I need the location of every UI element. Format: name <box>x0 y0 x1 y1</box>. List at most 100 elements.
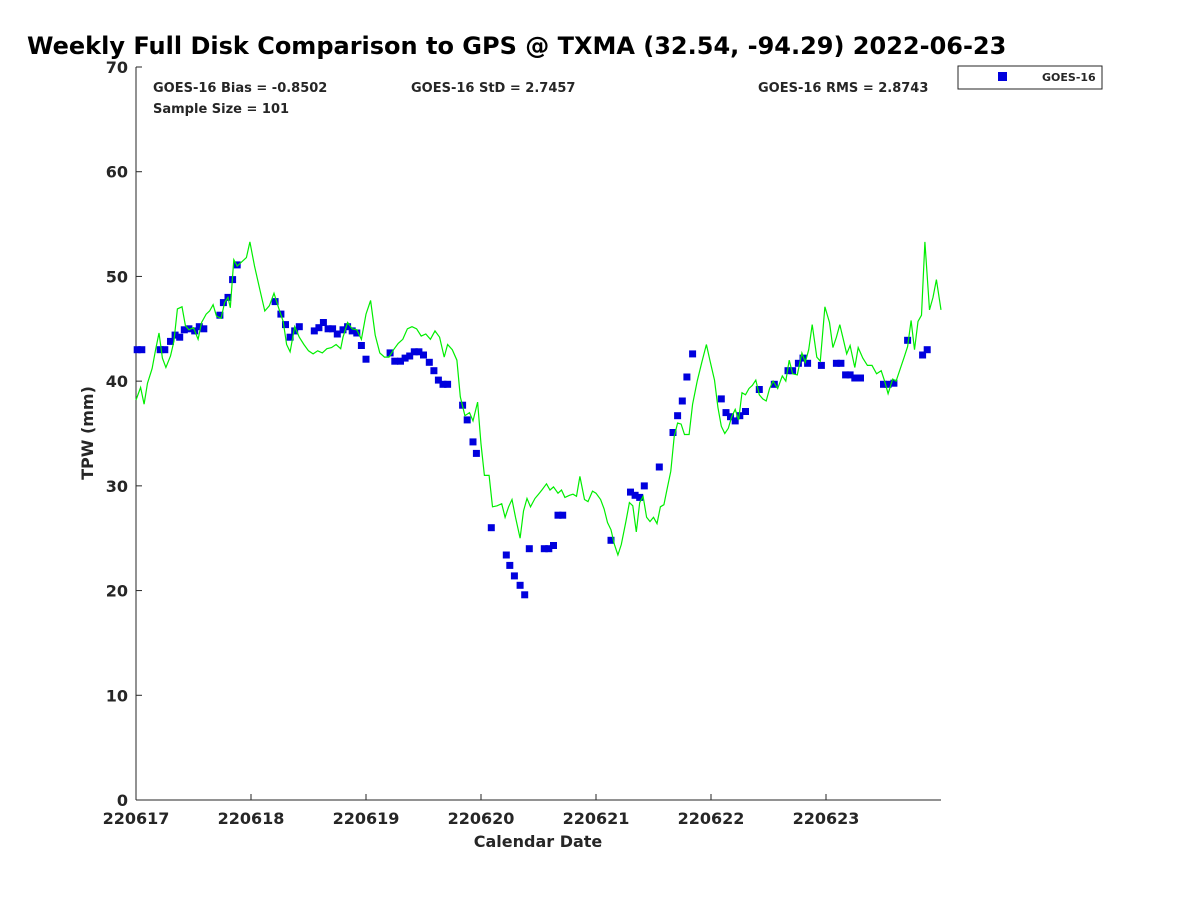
data-point <box>430 367 438 375</box>
y-tick-label: 10 <box>106 686 128 705</box>
data-point <box>550 542 557 549</box>
data-point <box>386 349 394 357</box>
data-point <box>463 416 471 424</box>
data-point <box>631 491 639 499</box>
data-point <box>627 488 634 496</box>
data-point <box>846 371 854 379</box>
legend-label-goes-16: GOES-16 <box>1042 71 1096 84</box>
x-axis-label: Calendar Date <box>474 832 603 851</box>
data-point <box>919 351 927 359</box>
data-point <box>339 326 347 334</box>
data-point <box>357 342 365 349</box>
y-tick-label: 30 <box>106 477 128 496</box>
data-point <box>717 395 725 403</box>
data-point <box>521 591 529 599</box>
data-point <box>722 409 730 417</box>
data-point <box>683 373 691 381</box>
data-point <box>138 346 146 354</box>
y-tick-label: 20 <box>106 582 128 601</box>
data-point <box>742 408 749 415</box>
data-point <box>444 380 452 388</box>
data-point <box>817 361 825 369</box>
data-point <box>406 352 414 360</box>
data-point <box>731 417 739 425</box>
data-point <box>545 545 553 553</box>
data-point <box>295 323 303 331</box>
data-point <box>554 511 562 519</box>
data-point <box>842 371 850 379</box>
x-tick-label: 220620 <box>448 809 515 828</box>
data-point <box>425 358 433 366</box>
data-point <box>540 545 548 553</box>
data-point <box>161 346 169 354</box>
series-points-goes-16 <box>133 261 931 599</box>
data-point <box>216 311 224 319</box>
y-tick-label: 50 <box>106 267 128 286</box>
data-point <box>291 327 299 335</box>
data-point <box>607 536 615 544</box>
chart-title: Weekly Full Disk Comparison to GPS @ TXM… <box>27 32 1006 60</box>
data-point <box>799 354 807 362</box>
x-tick-label: 220621 <box>563 809 630 828</box>
data-point <box>185 325 193 333</box>
series-layer <box>133 241 942 599</box>
y-tick-label: 60 <box>106 163 128 182</box>
data-point <box>219 299 227 307</box>
data-point <box>200 325 208 333</box>
data-point <box>727 413 734 421</box>
legend-box <box>957 65 1103 90</box>
data-point <box>271 298 279 306</box>
data-point <box>329 325 337 333</box>
data-point <box>324 325 332 333</box>
stat-sample-size: Sample Size = 101 <box>153 102 289 117</box>
data-point <box>770 380 778 388</box>
x-tick-label: 220622 <box>678 809 745 828</box>
data-point <box>837 359 845 367</box>
data-point <box>506 561 514 569</box>
data-point <box>755 386 763 393</box>
data-point <box>401 354 409 362</box>
x-tick-label: 220623 <box>793 809 860 828</box>
data-point <box>333 330 341 338</box>
data-point <box>904 336 912 344</box>
data-point <box>923 346 931 354</box>
data-point <box>689 350 697 358</box>
data-point <box>195 323 203 331</box>
y-tick-label: 40 <box>106 372 128 391</box>
stat-bias: GOES-16 Bias = -0.8502 <box>153 81 327 96</box>
data-point <box>655 463 663 471</box>
data-point <box>674 412 682 420</box>
series-line-gps <box>135 241 942 557</box>
data-point <box>344 323 352 331</box>
data-point <box>736 412 744 420</box>
y-tick-label: 70 <box>106 58 128 77</box>
data-point <box>640 482 648 490</box>
data-point <box>469 438 477 446</box>
data-point <box>472 449 480 457</box>
legend-marker-goes-16 <box>998 72 1007 81</box>
data-point <box>510 572 518 580</box>
data-point <box>180 326 188 334</box>
data-point <box>315 324 323 332</box>
data-point <box>857 374 864 382</box>
y-axis-label: TPW (mm) <box>78 386 97 480</box>
stat-rms: GOES-16 RMS = 2.8743 <box>758 81 928 96</box>
data-point <box>884 380 892 388</box>
data-point <box>804 359 812 367</box>
data-point <box>794 359 802 367</box>
data-point <box>415 348 423 356</box>
data-point <box>410 348 418 356</box>
x-tick-label: 220617 <box>103 809 170 828</box>
data-point <box>636 493 644 501</box>
y-tick-label: 0 <box>117 791 128 810</box>
data-point <box>525 545 533 553</box>
data-point <box>362 355 370 363</box>
legend: GOES-16 <box>957 65 1103 90</box>
data-point <box>391 357 399 365</box>
data-point <box>353 329 361 337</box>
data-point <box>832 359 840 367</box>
data-point <box>420 351 427 359</box>
data-point <box>669 429 677 436</box>
data-point <box>156 346 164 354</box>
